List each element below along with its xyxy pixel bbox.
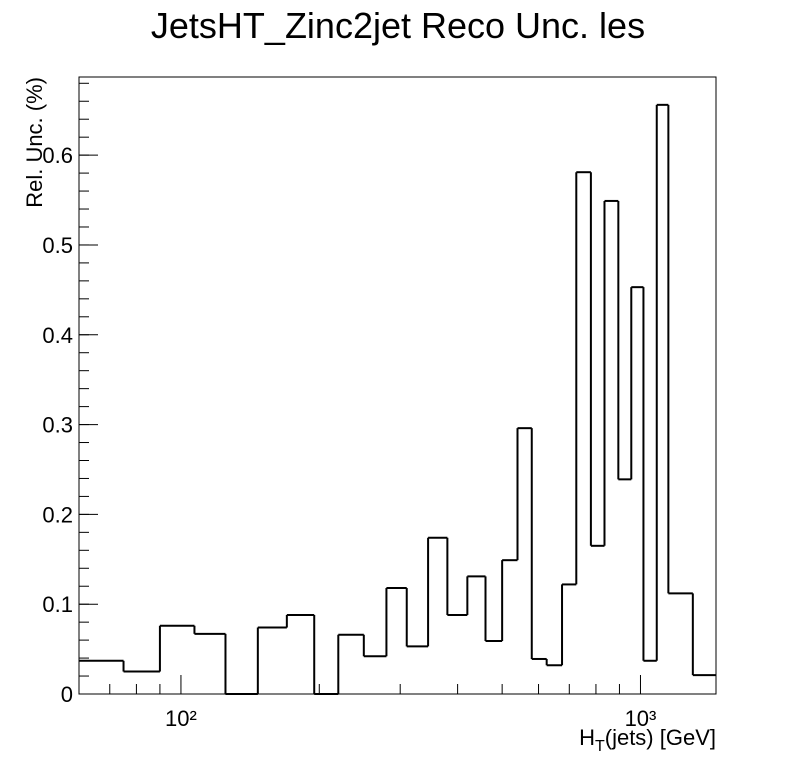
x-axis-label: HT(jets) [GeV] xyxy=(579,725,716,755)
y-tick-label: 0.6 xyxy=(42,143,73,168)
x-tick-label: 10² xyxy=(165,706,197,731)
plot-frame xyxy=(78,76,717,695)
x-label-sub: T xyxy=(595,738,605,755)
x-label-rest: (jets) [GeV] xyxy=(605,725,716,750)
y-axis-label: Rel. Unc. (%) xyxy=(22,77,47,208)
y-tick-label: 0.5 xyxy=(42,233,73,258)
chart-title: JetsHT_Zinc2jet Reco Unc. les xyxy=(151,5,645,46)
y-tick-label: 0.1 xyxy=(42,592,73,617)
x-label-main: H xyxy=(579,725,595,750)
y-tick-label: 0.4 xyxy=(42,323,73,348)
y-tick-label: 0 xyxy=(61,682,73,707)
y-tick-label: 0.3 xyxy=(42,413,73,438)
y-tick-label: 0.2 xyxy=(42,502,73,527)
x-tick-label: 10³ xyxy=(625,706,657,731)
